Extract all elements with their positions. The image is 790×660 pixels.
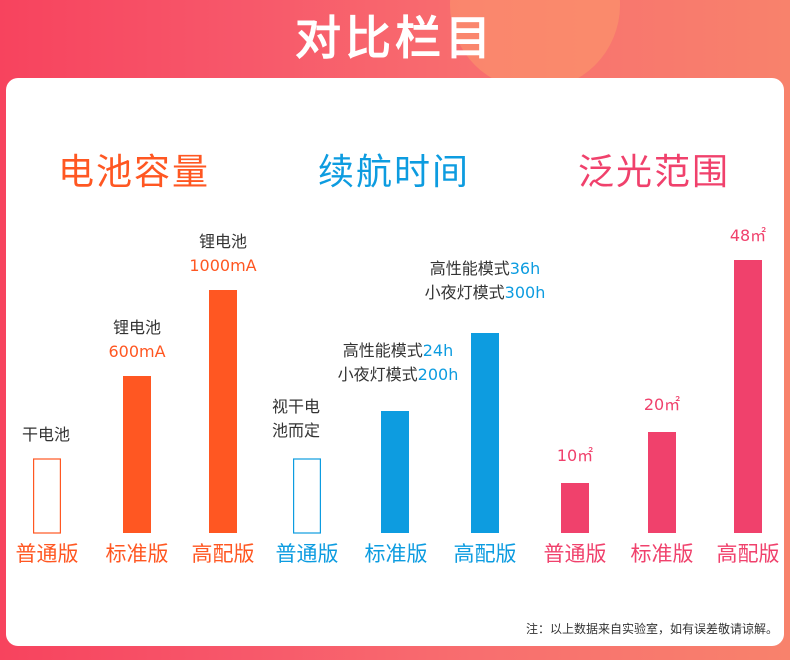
bar-label-line: 锂电池 (198, 232, 247, 251)
bar-label-endurance-premium: 高性能模式36h 小夜灯模式300h (405, 257, 565, 305)
bar-label-flood-standard: 20㎡ (643, 395, 681, 414)
bar-battery-premium (209, 290, 237, 533)
tier-label-flood-premium: 高配版 (716, 542, 780, 566)
mode-value: 200h (417, 365, 459, 384)
bar-label-battery-standard: 锂电池 600mA (97, 316, 177, 364)
mode-value: 36h (509, 259, 541, 278)
footnote: 注：以上数据来自实验室，如有误差敬请谅解。 (525, 622, 778, 636)
comparison-card (6, 78, 784, 646)
bar-label-value: 600mA (108, 342, 166, 361)
mode-name: 高性能模式 (429, 259, 510, 278)
bar-battery-standard (123, 376, 151, 533)
mode-name: 小夜灯模式 (337, 365, 418, 384)
bar-label-flood-basic: 10㎡ (556, 446, 594, 465)
bar-label-flood-premium: 48㎡ (729, 226, 767, 245)
bar-flood-standard (648, 432, 676, 533)
chart-title-battery: 电池容量 (57, 152, 210, 193)
bar-battery-basic (32, 458, 61, 534)
bar-label-line: 干电池 (21, 425, 70, 444)
bar-endurance-premium (471, 333, 499, 533)
bar-label-endurance-basic: 视干电 池而定 (272, 395, 344, 443)
bar-label-line: 锂电池 (112, 318, 161, 337)
tier-label-flood-standard: 标准版 (630, 542, 694, 566)
bar-label-line: 池而定 (272, 421, 321, 440)
tier-label-flood-basic: 普通版 (543, 542, 607, 566)
tier-label-endurance-premium: 高配版 (453, 542, 517, 566)
bar-flood-premium (734, 260, 762, 533)
chart-title-endurance: 续航时间 (317, 152, 470, 193)
mode-name: 高性能模式 (342, 341, 423, 360)
bar-label-value: 1000mA (189, 256, 257, 275)
tier-label-endurance-basic: 普通版 (275, 542, 339, 566)
page-title: 对比栏目 (295, 11, 495, 65)
bar-endurance-standard (381, 411, 409, 533)
bar-flood-basic (561, 483, 589, 533)
tier-label-battery-premium: 高配版 (191, 542, 255, 566)
chart-title-flood: 泛光范围 (577, 152, 730, 193)
mode-value: 24h (422, 341, 454, 360)
bar-endurance-basic (293, 458, 322, 534)
bar-label-endurance-standard: 高性能模式24h 小夜灯模式200h (318, 339, 478, 387)
bar-label-battery-premium: 锂电池 1000mA (178, 230, 268, 278)
mode-value: 300h (504, 283, 546, 302)
mode-name: 小夜灯模式 (424, 283, 505, 302)
tier-label-endurance-standard: 标准版 (364, 542, 428, 566)
bar-label-line: 视干电 (272, 397, 321, 416)
tier-label-battery-basic: 普通版 (15, 542, 79, 566)
tier-label-battery-standard: 标准版 (105, 542, 169, 566)
bar-label-battery-basic: 干电池 (11, 423, 81, 447)
